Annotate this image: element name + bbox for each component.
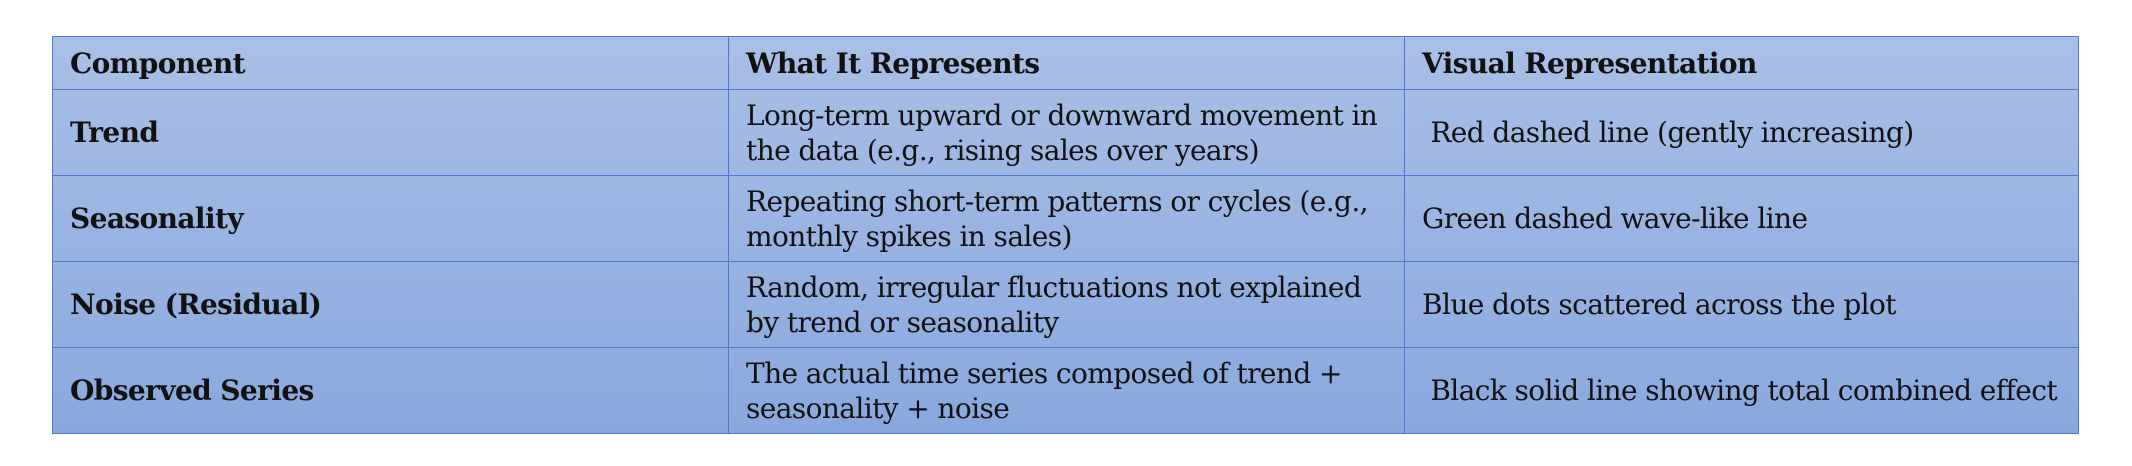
cell-visual: Blue dots scattered across the plot	[1404, 261, 2079, 348]
header-what-it-represents: What It Represents	[728, 36, 1405, 90]
cell-component: Seasonality	[52, 175, 729, 262]
cell-represents: Random, irregular fluctuations not expla…	[728, 261, 1405, 348]
table-row: Trend Long-term upward or downward movem…	[52, 89, 2079, 176]
cell-represents: The actual time series composed of trend…	[728, 347, 1405, 434]
cell-visual: Red dashed line (gently increasing)	[1404, 89, 2079, 176]
components-table: Component What It Represents Visual Repr…	[52, 36, 2079, 434]
table-row: Seasonality Repeating short-term pattern…	[52, 175, 2079, 262]
cell-component: Observed Series	[52, 347, 729, 434]
table-container: Component What It Represents Visual Repr…	[52, 36, 2079, 434]
header-visual-representation: Visual Representation	[1404, 36, 2079, 90]
cell-component: Trend	[52, 89, 729, 176]
cell-visual: Green dashed wave-like line	[1404, 175, 2079, 262]
table-row: Observed Series The actual time series c…	[52, 347, 2079, 434]
header-component: Component	[52, 36, 729, 90]
cell-visual: Black solid line showing total combined …	[1404, 347, 2079, 434]
table-row: Noise (Residual) Random, irregular fluct…	[52, 261, 2079, 348]
header-row: Component What It Represents Visual Repr…	[52, 36, 2079, 90]
cell-component: Noise (Residual)	[52, 261, 729, 348]
cell-represents: Long-term upward or downward movement in…	[728, 89, 1405, 176]
cell-represents: Repeating short-term patterns or cycles …	[728, 175, 1405, 262]
